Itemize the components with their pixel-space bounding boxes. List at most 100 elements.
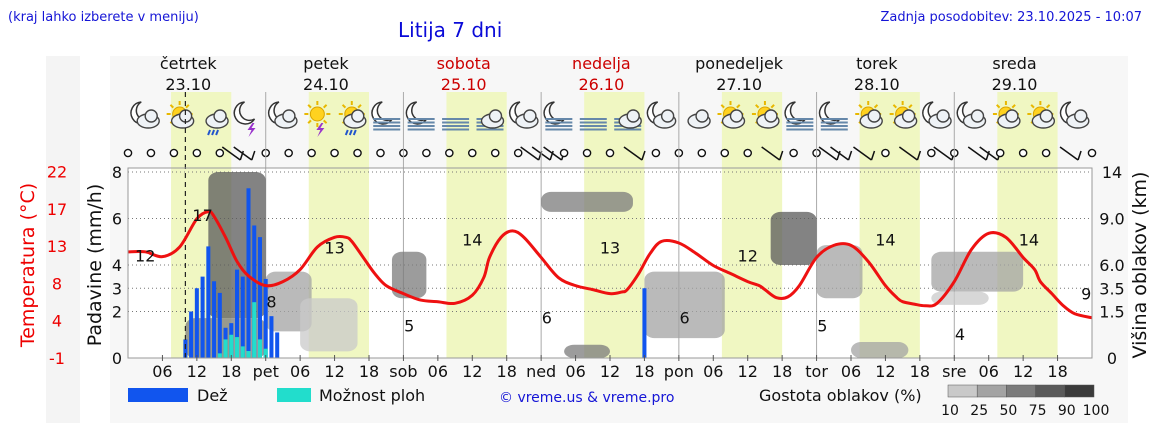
cloud-patch — [770, 211, 817, 265]
wind-barb — [853, 146, 872, 161]
sun-cloud-icon — [855, 101, 883, 129]
temperature-tick: -1 — [49, 349, 65, 368]
temperature-labels: 12 17 8 13 5 14 6 13 6 12 5 14 4 14 9 — [135, 206, 1091, 344]
sun-ray — [996, 104, 1001, 109]
time-tick: 18 — [221, 362, 241, 381]
rain-bar — [189, 311, 194, 358]
sun-ray — [169, 104, 174, 109]
time-tick: 12 — [1013, 362, 1033, 381]
density-swatch — [947, 384, 978, 398]
cloud-height-axis-label: Višina oblakov (km) — [1129, 172, 1151, 359]
cloud-puff — [488, 109, 503, 123]
sun-ray — [357, 104, 362, 109]
time-tick: 18 — [497, 362, 517, 381]
rain-drop — [207, 129, 211, 136]
temperature-tick: 22 — [47, 163, 67, 182]
calm-wind-circle — [697, 148, 707, 158]
precip-tick: 2 — [112, 303, 122, 322]
density-tick: 90 — [1058, 403, 1076, 419]
cloud-puff — [1074, 109, 1088, 123]
density-tick: 50 — [999, 403, 1017, 419]
calm-wind-circle — [743, 148, 753, 158]
precip-tick: 0 — [112, 349, 122, 368]
day-date: 26.10 — [578, 75, 624, 94]
wind-barb-feather — [239, 150, 244, 161]
chart-title: Litija 7 dni — [398, 18, 502, 42]
moon-fog-icon — [371, 101, 401, 131]
time-tick: ned — [526, 362, 556, 381]
cloud-patch — [851, 342, 909, 358]
precip-tick: 4 — [112, 256, 122, 275]
shower-bar — [246, 351, 251, 358]
calm-wind-circle — [353, 148, 362, 158]
cloud-puff — [1039, 109, 1054, 123]
moon-fog-icon — [784, 101, 814, 131]
time-tick: 06 — [703, 362, 723, 381]
calm-wind-circle — [995, 148, 1005, 158]
density-scale: 10 25 50 75 90 100 — [941, 384, 1109, 419]
legend-rain-label: Dež — [197, 386, 228, 405]
cloud-icon — [687, 109, 711, 129]
cloud-puff — [144, 109, 158, 123]
calm-wind-circle — [467, 148, 477, 158]
temperature-label: 13 — [324, 238, 344, 257]
time-tick: 12 — [600, 362, 620, 381]
moon-shape — [233, 101, 256, 125]
time-tick: 18 — [910, 362, 930, 381]
wind-barb — [818, 146, 838, 161]
legend-rain-swatch — [128, 388, 188, 402]
sun-ray — [1046, 104, 1051, 109]
fog-cloud-icon — [614, 109, 642, 131]
calm-wind-circle — [927, 148, 936, 158]
cloud-puff — [901, 109, 916, 123]
density-swatch — [976, 384, 1007, 398]
time-tick: 18 — [1047, 362, 1067, 381]
wind-barb — [830, 146, 849, 161]
cloud-height-tick: 6.0 — [1099, 256, 1124, 275]
shower-bar — [223, 339, 228, 358]
calm-wind-circle — [559, 148, 569, 158]
sun-ray — [873, 104, 879, 109]
time-tick: sre — [942, 362, 966, 381]
wind-barb-feather — [985, 150, 990, 161]
rain-drop — [344, 129, 349, 136]
density-swatch — [1064, 384, 1095, 398]
day-date: 24.10 — [303, 75, 349, 94]
sun-ray — [185, 104, 190, 109]
precipitation-bars — [183, 188, 647, 358]
cloud-height-tick: 0 — [1107, 349, 1117, 368]
moon-cloud-icon — [509, 101, 539, 129]
sun-ray — [858, 104, 863, 109]
wind-barb-feather — [251, 150, 256, 161]
temperature-tick: 17 — [47, 200, 67, 219]
shower-bar — [263, 348, 268, 358]
time-tick: 18 — [772, 362, 792, 381]
sun-ray — [892, 104, 897, 109]
fog-icon — [579, 118, 607, 131]
credit-link[interactable]: © vreme.us & vreme.pro — [499, 390, 674, 406]
rain-bar — [194, 288, 199, 358]
sun-cloud-icon — [717, 101, 746, 129]
sun-ray — [341, 104, 347, 109]
calm-wind-circle — [146, 148, 156, 158]
temperature-axis-ticks: -1 4 8 13 17 22 — [47, 163, 67, 369]
cloud-puff — [660, 109, 675, 123]
moon-cloud-icon — [646, 101, 677, 129]
sun-cloud-icon — [992, 101, 1021, 129]
day-labels: četrtek 23.10 petek 24.10 sobota 25.10 nedelja… — [160, 54, 1038, 94]
rain-bar — [235, 269, 240, 358]
legend-shower-swatch — [277, 388, 311, 402]
shower-bar — [257, 339, 262, 358]
temperature-label: 14 — [1019, 230, 1039, 249]
calm-wind-circle — [215, 148, 225, 158]
time-tick: 06 — [979, 362, 999, 381]
sun-cloud-icon — [751, 101, 780, 129]
wind-barb — [1059, 146, 1079, 161]
wind-barb — [623, 146, 643, 161]
location-menu-hint[interactable]: (kraj lahko izberete v meniju) — [8, 10, 199, 25]
cloud-patch — [541, 191, 633, 212]
calm-wind-circle — [1087, 148, 1097, 158]
legend-density-label: Gostota oblakov (%) — [759, 386, 922, 405]
temperature-tick: 8 — [52, 274, 62, 293]
